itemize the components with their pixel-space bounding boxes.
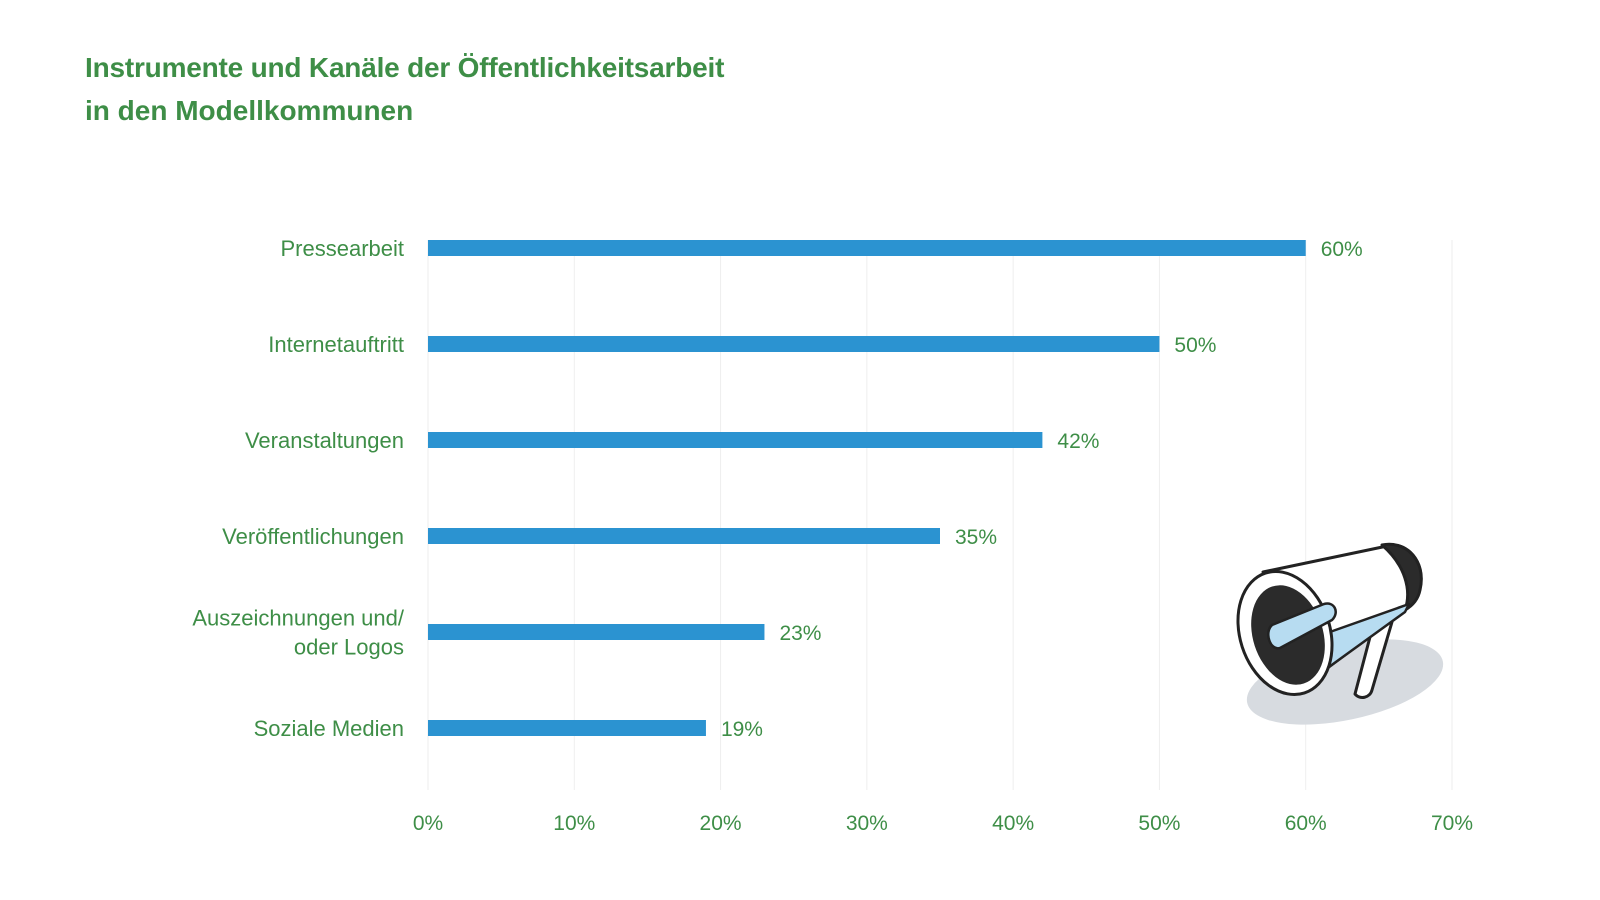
value-label: 60% (1321, 238, 1363, 261)
x-tick-label: 70% (1431, 812, 1473, 835)
category-label: Pressearbeit (280, 236, 404, 261)
category-label: Veranstaltungen (245, 428, 404, 453)
bar (428, 240, 1306, 256)
x-axis-ticks: 0% 10% 20% 30% 40% 50% 60% 70% (413, 812, 1473, 835)
bars (428, 240, 1306, 736)
value-label: 50% (1174, 334, 1216, 357)
bar (428, 624, 765, 640)
category-label: Veröffentlichungen (222, 524, 404, 549)
value-label: 35% (955, 526, 997, 549)
value-labels: 60% 50% 42% 35% 23% 19% (721, 238, 1363, 741)
category-label: Internetauftritt (268, 332, 404, 357)
x-tick-label: 0% (413, 812, 443, 835)
chart-title: Instrumente und Kanäle der Öffentlichkei… (85, 52, 725, 83)
bar (428, 720, 706, 736)
category-label: Auszeichnungen und/ (192, 606, 404, 631)
category-label: Soziale Medien (254, 716, 404, 741)
x-tick-label: 50% (1138, 812, 1180, 835)
x-tick-label: 40% (992, 812, 1034, 835)
value-label: 42% (1057, 430, 1099, 453)
bar (428, 336, 1160, 352)
x-tick-label: 30% (846, 812, 888, 835)
bar (428, 432, 1043, 448)
x-tick-label: 60% (1285, 812, 1327, 835)
bar (428, 528, 940, 544)
x-tick-label: 10% (553, 812, 595, 835)
value-label: 19% (721, 718, 763, 741)
chart-subtitle: in den Modellkommunen (85, 95, 414, 126)
x-tick-label: 20% (700, 812, 742, 835)
value-label: 23% (779, 622, 821, 645)
category-label: oder Logos (294, 635, 404, 660)
megaphone-icon (1236, 542, 1444, 725)
category-labels: Pressearbeit Internetauftritt Veranstaltun… (192, 236, 404, 741)
